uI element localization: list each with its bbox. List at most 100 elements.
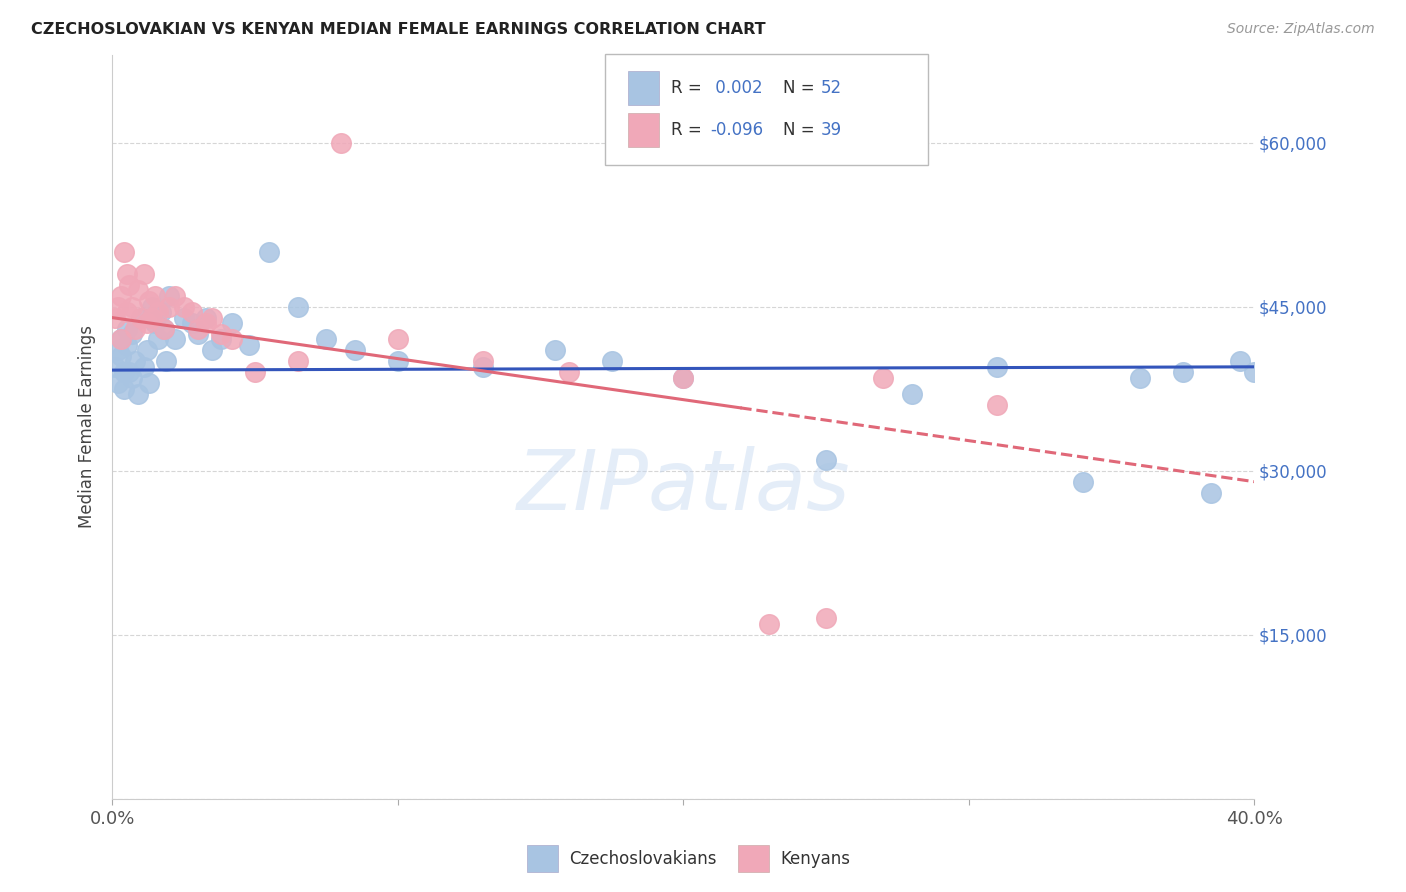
Point <box>146 333 169 347</box>
Point <box>600 354 623 368</box>
Point <box>124 354 146 368</box>
Point <box>672 371 695 385</box>
Point <box>107 300 129 314</box>
Point <box>143 289 166 303</box>
Point <box>814 611 837 625</box>
Point <box>187 326 209 341</box>
Point <box>104 359 127 374</box>
Text: Czechoslovakians: Czechoslovakians <box>569 850 717 868</box>
Point <box>201 343 224 358</box>
Point <box>115 338 138 352</box>
Point <box>107 343 129 358</box>
Point <box>132 359 155 374</box>
Point <box>141 310 163 325</box>
Point <box>209 326 232 341</box>
Point <box>115 267 138 281</box>
Point <box>115 305 138 319</box>
Point <box>558 365 581 379</box>
Point <box>181 316 204 330</box>
Point <box>155 354 177 368</box>
Point <box>221 333 243 347</box>
Point <box>112 245 135 260</box>
Point <box>127 283 149 297</box>
Y-axis label: Median Female Earnings: Median Female Earnings <box>79 326 96 528</box>
Point <box>165 289 187 303</box>
Point <box>544 343 567 358</box>
Text: CZECHOSLOVAKIAN VS KENYAN MEDIAN FEMALE EARNINGS CORRELATION CHART: CZECHOSLOVAKIAN VS KENYAN MEDIAN FEMALE … <box>31 22 765 37</box>
Point <box>152 321 174 335</box>
Text: ZIPatlas: ZIPatlas <box>516 446 851 527</box>
Point <box>112 365 135 379</box>
Point <box>1171 365 1194 379</box>
Point <box>1243 365 1265 379</box>
Point <box>238 338 260 352</box>
Point <box>135 316 157 330</box>
Point <box>814 452 837 467</box>
Point <box>138 294 160 309</box>
Text: N =: N = <box>783 79 820 97</box>
Point <box>387 333 409 347</box>
Point <box>173 310 195 325</box>
Point <box>127 387 149 401</box>
Point <box>141 300 163 314</box>
Point <box>110 289 132 303</box>
Point <box>124 321 146 335</box>
Point <box>135 343 157 358</box>
Point <box>152 321 174 335</box>
Point <box>121 371 143 385</box>
Text: 0.002: 0.002 <box>710 79 762 97</box>
Point <box>195 310 218 325</box>
Point <box>157 289 180 303</box>
Point <box>121 326 143 341</box>
Point <box>1071 475 1094 489</box>
Point <box>110 349 132 363</box>
Point <box>472 359 495 374</box>
Point <box>110 333 132 347</box>
Point <box>472 354 495 368</box>
Point <box>1129 371 1152 385</box>
Point <box>181 305 204 319</box>
Text: Source: ZipAtlas.com: Source: ZipAtlas.com <box>1227 22 1375 37</box>
Point <box>672 371 695 385</box>
Text: -0.096: -0.096 <box>710 121 763 139</box>
Text: Kenyans: Kenyans <box>780 850 851 868</box>
Point <box>165 333 187 347</box>
Point <box>315 333 337 347</box>
Point <box>986 359 1008 374</box>
Point <box>195 316 218 330</box>
Point <box>209 333 232 347</box>
Point <box>900 387 922 401</box>
Point <box>104 310 127 325</box>
Point <box>129 310 152 325</box>
Point <box>121 300 143 314</box>
Point <box>986 398 1008 412</box>
Point <box>112 382 135 396</box>
Point <box>758 616 780 631</box>
Point <box>187 321 209 335</box>
Point <box>1201 485 1223 500</box>
Point <box>287 354 309 368</box>
Point <box>118 277 141 292</box>
Point <box>329 136 352 150</box>
Point <box>221 316 243 330</box>
Point <box>1229 354 1251 368</box>
Point <box>132 267 155 281</box>
Text: N =: N = <box>783 121 820 139</box>
Point <box>259 245 281 260</box>
Point <box>157 300 180 314</box>
Point <box>110 333 132 347</box>
Point <box>107 376 129 391</box>
Text: R =: R = <box>671 121 707 139</box>
Point <box>115 321 138 335</box>
Point <box>343 343 366 358</box>
Point <box>129 310 152 325</box>
Point <box>149 305 172 319</box>
Point <box>201 310 224 325</box>
Point <box>872 371 894 385</box>
Point <box>243 365 266 379</box>
Point <box>138 376 160 391</box>
Point <box>143 316 166 330</box>
Text: 52: 52 <box>821 79 842 97</box>
Point <box>118 365 141 379</box>
Text: 39: 39 <box>821 121 842 139</box>
